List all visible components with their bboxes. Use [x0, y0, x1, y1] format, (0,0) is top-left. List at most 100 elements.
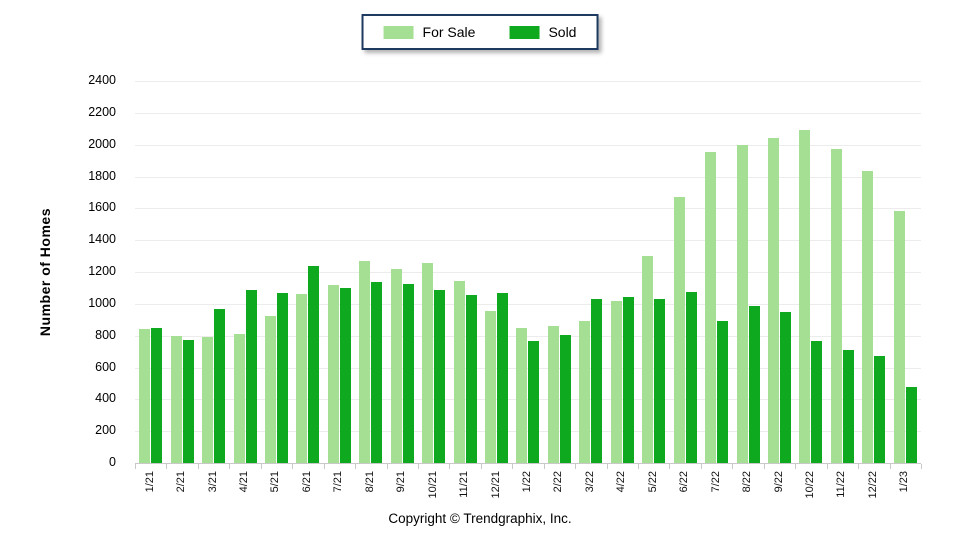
x-tick-mark	[418, 464, 419, 469]
bar-sold-11/21	[465, 295, 477, 463]
bar-for-sale-9/22	[767, 138, 779, 463]
bar-group	[732, 81, 763, 463]
bar-sold-11/22	[842, 350, 854, 463]
y-tick-label: 400	[95, 391, 116, 406]
x-tick-label: 9/22	[772, 471, 785, 493]
bar-sold-7/22	[717, 321, 729, 463]
gridline	[135, 208, 921, 210]
legend-swatch-sold-icon	[509, 25, 540, 39]
x-tick-label: 1/23	[898, 471, 911, 493]
y-tick-label: 800	[95, 327, 116, 342]
copyright-text: Copyright © Trendgraphix, Inc.	[388, 511, 572, 526]
x-tick-mark	[890, 464, 891, 469]
bar-sold-12/22	[874, 356, 886, 463]
x-tick-label: 11/21	[458, 471, 471, 498]
y-tick-label: 1200	[88, 264, 116, 278]
bar-for-sale-4/22	[610, 301, 622, 463]
y-tick-label: 2400	[88, 73, 116, 87]
x-tick-mark	[481, 464, 482, 469]
legend-item-sold: Sold	[509, 24, 576, 40]
bar-sold-9/21	[402, 284, 414, 463]
x-tick-mark	[669, 464, 670, 469]
x-tick-mark	[638, 464, 639, 469]
bar-group	[764, 81, 795, 463]
bar-group	[481, 81, 512, 463]
bar-sold-4/22	[622, 297, 634, 463]
bar-group	[827, 81, 858, 463]
bar-group	[449, 81, 480, 463]
bar-for-sale-8/22	[736, 145, 748, 463]
y-tick-label: 1800	[88, 168, 116, 183]
x-tick-label: 2/22	[552, 471, 565, 493]
x-tick-label: 7/22	[709, 471, 722, 493]
bar-sold-1/23	[905, 387, 917, 463]
x-tick-mark	[135, 464, 136, 469]
gridline	[135, 81, 921, 82]
bar-sold-5/22	[654, 299, 666, 463]
bar-sold-7/21	[339, 288, 351, 463]
bar-group	[795, 81, 826, 463]
bar-group	[292, 81, 323, 463]
x-tick-label: 11/22	[835, 471, 848, 498]
x-tick-mark	[544, 464, 545, 469]
bar-sold-3/21	[214, 309, 226, 463]
gridline	[135, 144, 921, 146]
x-tick-mark	[764, 464, 765, 469]
bar-groups	[135, 81, 921, 463]
bar-for-sale-6/21	[296, 294, 308, 463]
y-tick-label: 1600	[88, 200, 116, 215]
bar-sold-2/22	[559, 335, 571, 463]
x-tick-label: 4/21	[238, 471, 251, 493]
bar-sold-3/22	[591, 299, 603, 463]
y-tick-label: 2000	[88, 136, 116, 151]
gridline	[135, 431, 921, 433]
x-tick-mark	[387, 464, 388, 469]
y-tick-label: 200	[95, 423, 116, 438]
y-tick-label: 1400	[88, 232, 116, 247]
legend-swatch-for-sale-icon	[383, 25, 414, 39]
bar-sold-10/22	[811, 341, 823, 463]
bar-group	[135, 81, 166, 463]
x-tick-mark	[827, 464, 828, 469]
x-tick-mark	[795, 464, 796, 469]
x-tick-label: 4/22	[615, 471, 628, 493]
x-tick-label: 10/22	[803, 471, 816, 499]
x-tick-label: 1/21	[143, 471, 156, 493]
gridline	[135, 240, 921, 242]
x-tick-label: 8/21	[363, 471, 376, 493]
bar-for-sale-3/21	[202, 337, 214, 463]
bar-for-sale-7/21	[327, 285, 339, 463]
bar-group	[512, 81, 543, 463]
bar-for-sale-4/21	[233, 334, 245, 463]
bar-for-sale-1/21	[139, 329, 151, 463]
x-tick-label: 8/22	[741, 471, 754, 493]
x-axis-ticks	[135, 464, 922, 470]
x-tick-mark	[701, 464, 702, 469]
gridline	[135, 367, 921, 369]
bar-for-sale-5/22	[642, 256, 654, 463]
x-tick-mark	[261, 464, 262, 469]
x-tick-mark	[575, 464, 576, 469]
x-tick-mark	[198, 464, 199, 469]
x-tick-label: 6/21	[300, 471, 313, 493]
bar-group	[387, 81, 418, 463]
bar-sold-8/21	[371, 282, 383, 463]
y-tick-label: 0	[109, 455, 116, 469]
bar-sold-5/21	[276, 293, 288, 463]
bar-group	[166, 81, 197, 463]
legend-item-for-sale: For Sale	[383, 24, 475, 40]
y-tick-label: 1000	[88, 295, 116, 310]
bar-group	[575, 81, 606, 463]
bar-group	[418, 81, 449, 463]
x-tick-label: 6/22	[678, 471, 691, 493]
bar-group	[607, 81, 638, 463]
bar-sold-6/21	[308, 266, 320, 463]
x-tick-mark	[292, 464, 293, 469]
bar-sold-1/22	[528, 341, 540, 463]
bar-sold-6/22	[685, 292, 697, 463]
bar-for-sale-3/22	[579, 321, 591, 463]
bar-for-sale-12/22	[862, 171, 874, 463]
gridline	[135, 272, 921, 273]
bar-group	[261, 81, 292, 463]
